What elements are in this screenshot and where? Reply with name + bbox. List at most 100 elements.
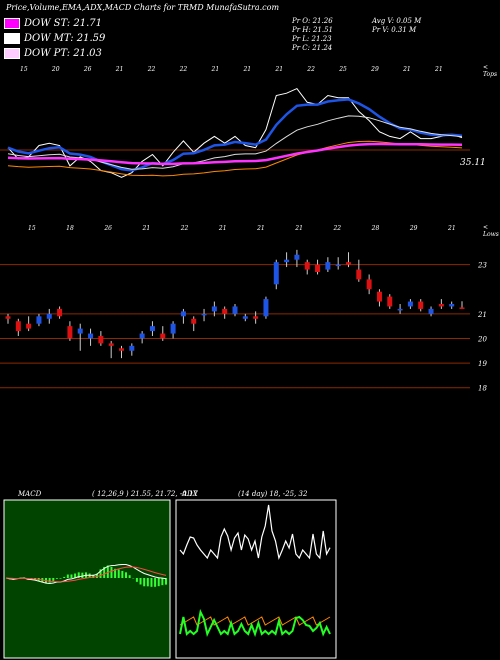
ema-pt-line: [7, 142, 463, 166]
ema-date-tick: 29: [370, 66, 379, 73]
candle-body: [263, 299, 269, 317]
price-line: [7, 87, 463, 178]
legend-dow-mt-label: DOW MT: 21.59: [24, 33, 106, 44]
candle-body: [57, 308, 63, 317]
candle-body: [201, 313, 207, 316]
candle-body: [273, 262, 279, 285]
ema-date-tick: 25: [338, 66, 347, 73]
legend-swatch-mt: [4, 33, 20, 44]
ema-short-line: [7, 98, 463, 172]
chart-title: Price,Volume,EMA,ADX,MACD Charts for TRM…: [6, 3, 280, 12]
candle-body: [180, 311, 186, 317]
candle-body: [119, 348, 124, 351]
price-y-tick: 20: [477, 335, 487, 343]
candle-body: [36, 316, 42, 324]
candle-body: [5, 316, 11, 319]
ema-date-tick: 21: [211, 66, 220, 73]
ema-date-tick: 21: [115, 66, 124, 73]
candle-body: [459, 307, 465, 309]
candle-body: [232, 306, 238, 314]
candle-body: [397, 308, 403, 311]
stat-close: Pr C: 21.24: [292, 44, 333, 52]
candle-body: [222, 308, 228, 314]
macd-line: [5, 564, 167, 585]
candle-body: [438, 304, 444, 307]
macd-panel: [3, 499, 171, 659]
ema-date-tick: 22: [179, 66, 188, 73]
candle-body: [294, 254, 300, 260]
candle-body: [15, 321, 21, 332]
price-date-tick: 21: [294, 225, 303, 232]
price-panel: 23 21 20 19 18 15 18 26 21 22 21 21 21 22 28 29 21: [0, 225, 487, 393]
stat-open: Pr O: 21.26: [292, 17, 333, 25]
ema-date-tick: 20: [51, 66, 60, 73]
price-date-tick: 22: [180, 225, 189, 232]
legend-dow-st: DOW ST: 21.71: [4, 18, 102, 29]
candle-body: [284, 259, 290, 263]
candle-body: [428, 308, 434, 314]
adx-label: ADX: [182, 490, 198, 498]
price-date-tick: 18: [66, 225, 74, 232]
ema-date-tick: 26: [83, 66, 92, 73]
candle-body: [418, 301, 424, 309]
ema-value-label: 35.11: [460, 158, 486, 168]
candle-body: [346, 262, 351, 265]
candle-body: [139, 333, 145, 339]
price-date-tick: 22: [332, 225, 341, 232]
price-date-tick: 21: [447, 225, 456, 232]
candle-body: [170, 323, 176, 334]
candle-body: [26, 323, 32, 329]
price-date-tick: 28: [371, 225, 380, 232]
ema-date-tick: 22: [306, 66, 315, 73]
candle-body: [315, 264, 321, 272]
candle-body: [88, 333, 94, 339]
candle-body: [149, 326, 155, 332]
candle-body: [67, 326, 73, 339]
ema-date-tick: 21: [434, 66, 443, 73]
candle-body: [387, 296, 393, 307]
candle-body: [98, 336, 104, 344]
price-y-tick: 18: [478, 385, 487, 393]
stat-avg-volume: Avg V: 0.05 M: [372, 17, 422, 25]
adx-di-minus-line: [179, 608, 331, 638]
candle-body: [191, 318, 197, 324]
legend-dow-mt: DOW MT: 21.59: [4, 33, 105, 44]
ema-panel: 15 20 26 21 22 22 21 21 21 22 25 29 21 21: [0, 66, 470, 178]
ema-date-tick: 21: [402, 66, 411, 73]
candle-body: [356, 269, 362, 280]
ema-date-tick: 22: [147, 66, 156, 73]
candle-body: [77, 328, 83, 334]
candle-body: [160, 333, 166, 339]
candle-body: [366, 279, 372, 290]
macd-signal-line: [5, 566, 167, 583]
price-date-tick: 21: [218, 225, 227, 232]
legend-dow-st-label: DOW ST: 21.71: [24, 18, 103, 29]
ema-long-line: [7, 140, 463, 177]
ema-date-tick: 15: [20, 66, 28, 73]
price-date-tick: 26: [103, 225, 112, 232]
candle-body: [325, 262, 331, 270]
price-date-tick: 21: [142, 225, 151, 232]
macd-params: ( 12,26,9 ) 21.55, 21.72, -0.17: [92, 490, 198, 498]
legend-swatch-pt: [4, 48, 20, 59]
candle-body: [407, 301, 413, 307]
price-y-tick: 21: [477, 311, 487, 319]
price-date-tick: 21: [256, 225, 265, 232]
ema-date-tick: 21: [242, 66, 251, 73]
candle-body: [46, 313, 52, 319]
candle-body: [211, 306, 217, 312]
price-date-tick: 29: [409, 225, 418, 232]
price-date-tick: 15: [28, 225, 36, 232]
legend-dow-pt-label: DOW PT: 21.03: [24, 48, 102, 59]
price-y-tick: 23: [477, 262, 487, 270]
candle-body: [129, 345, 135, 351]
lows-label: < Lows: [483, 224, 499, 238]
ema-date-tick: 21: [274, 66, 283, 73]
candle-body: [449, 304, 455, 307]
tops-label: < Tops: [483, 64, 498, 78]
legend-swatch-st: [4, 18, 20, 29]
stat-low: Pr L: 21.23: [292, 35, 332, 43]
adx-params: (14 day) 18, -25, 32: [238, 490, 308, 498]
stat-high: Pr H: 21.51: [292, 26, 334, 34]
